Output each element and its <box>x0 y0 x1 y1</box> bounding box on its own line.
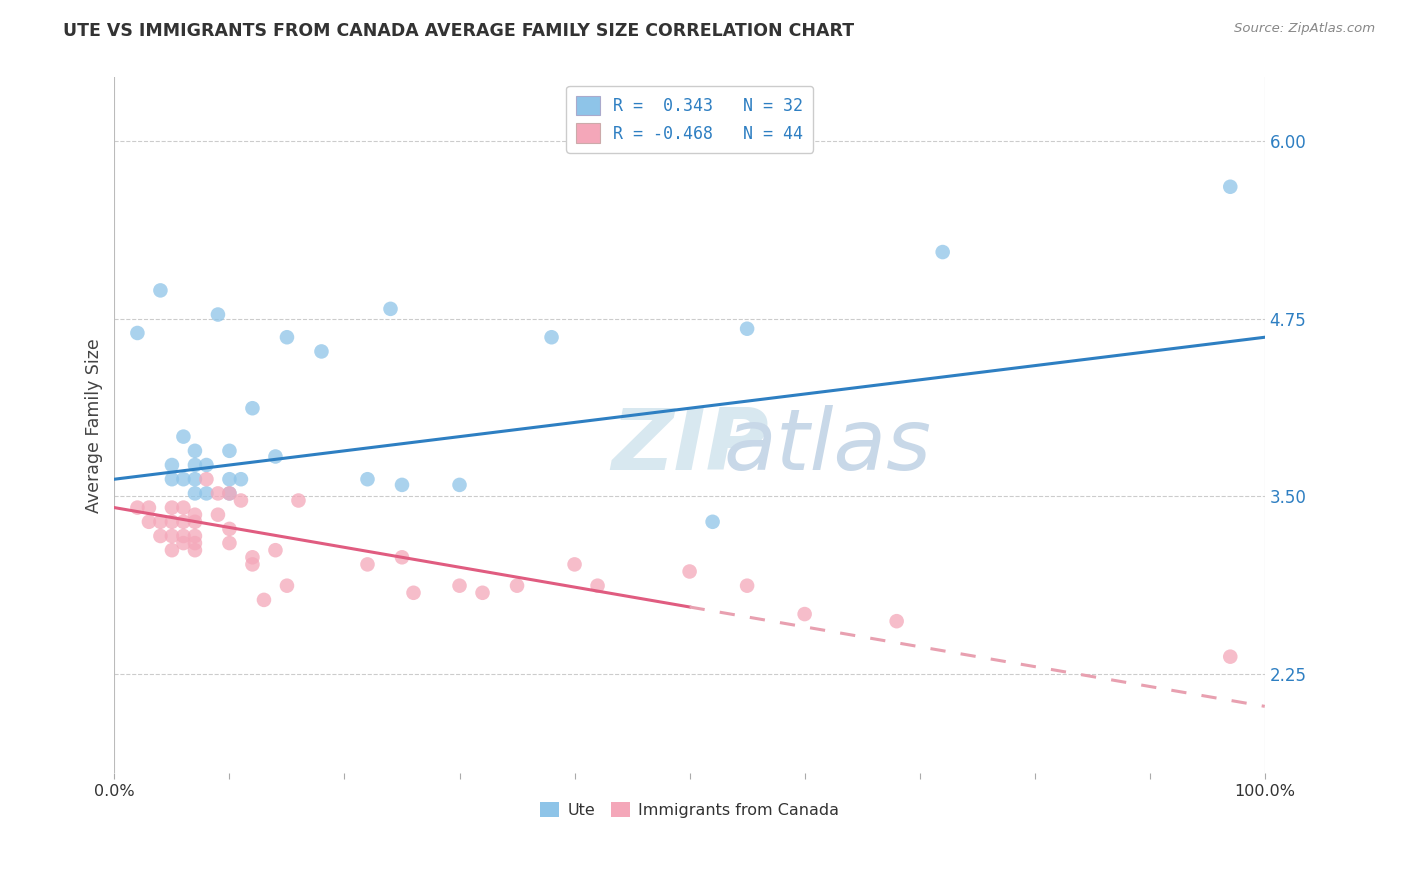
Point <box>540 330 562 344</box>
Point <box>471 586 494 600</box>
Point <box>160 458 183 472</box>
Point <box>172 536 194 550</box>
Point <box>1219 179 1241 194</box>
Point <box>356 472 378 486</box>
Point <box>735 322 758 336</box>
Point <box>449 579 471 593</box>
Point <box>276 579 298 593</box>
Point <box>391 550 413 565</box>
Point <box>184 508 207 522</box>
Text: atlas: atlas <box>724 405 932 488</box>
Point <box>160 515 183 529</box>
Point <box>184 536 207 550</box>
Point <box>242 550 264 565</box>
Point <box>149 515 172 529</box>
Point <box>138 515 160 529</box>
Point <box>160 529 183 543</box>
Point <box>242 401 264 416</box>
Point <box>195 472 218 486</box>
Point <box>886 614 908 628</box>
Point <box>218 486 240 500</box>
Point <box>195 458 218 472</box>
Point <box>172 500 194 515</box>
Point <box>184 472 207 486</box>
Point <box>356 558 378 572</box>
Point <box>264 450 287 464</box>
Point <box>172 529 194 543</box>
Point <box>172 429 194 443</box>
Point <box>564 558 586 572</box>
Point <box>1219 649 1241 664</box>
Point <box>402 586 425 600</box>
Point <box>391 478 413 492</box>
Point <box>184 543 207 558</box>
Point <box>172 515 194 529</box>
Y-axis label: Average Family Size: Average Family Size <box>86 338 103 513</box>
Point <box>586 579 609 593</box>
Text: UTE VS IMMIGRANTS FROM CANADA AVERAGE FAMILY SIZE CORRELATION CHART: UTE VS IMMIGRANTS FROM CANADA AVERAGE FA… <box>63 22 855 40</box>
Point <box>160 543 183 558</box>
Point <box>138 500 160 515</box>
Point <box>149 529 172 543</box>
Point <box>449 478 471 492</box>
Point <box>735 579 758 593</box>
Point <box>702 515 724 529</box>
Point <box>931 245 953 260</box>
Point <box>218 443 240 458</box>
Point <box>184 443 207 458</box>
Point <box>184 515 207 529</box>
Point <box>207 508 229 522</box>
Point <box>218 536 240 550</box>
Point <box>149 284 172 298</box>
Text: Source: ZipAtlas.com: Source: ZipAtlas.com <box>1234 22 1375 36</box>
Point <box>242 558 264 572</box>
Point <box>127 326 149 340</box>
Point <box>264 543 287 558</box>
Point <box>184 458 207 472</box>
Point <box>506 579 529 593</box>
Point <box>229 493 252 508</box>
Text: ZIP: ZIP <box>610 405 769 488</box>
Point <box>160 500 183 515</box>
Point <box>276 330 298 344</box>
Point <box>253 593 276 607</box>
Point <box>793 607 815 621</box>
Point <box>195 486 218 500</box>
Point <box>380 301 402 316</box>
Point <box>127 500 149 515</box>
Point <box>184 529 207 543</box>
Point <box>207 486 229 500</box>
Point <box>172 472 194 486</box>
Point <box>160 472 183 486</box>
Point <box>218 522 240 536</box>
Point <box>311 344 333 359</box>
Legend: Ute, Immigrants from Canada: Ute, Immigrants from Canada <box>534 796 845 824</box>
Point <box>229 472 252 486</box>
Point <box>678 565 700 579</box>
Point <box>287 493 309 508</box>
Point <box>218 472 240 486</box>
Point <box>184 486 207 500</box>
Point <box>218 486 240 500</box>
Point <box>207 308 229 322</box>
